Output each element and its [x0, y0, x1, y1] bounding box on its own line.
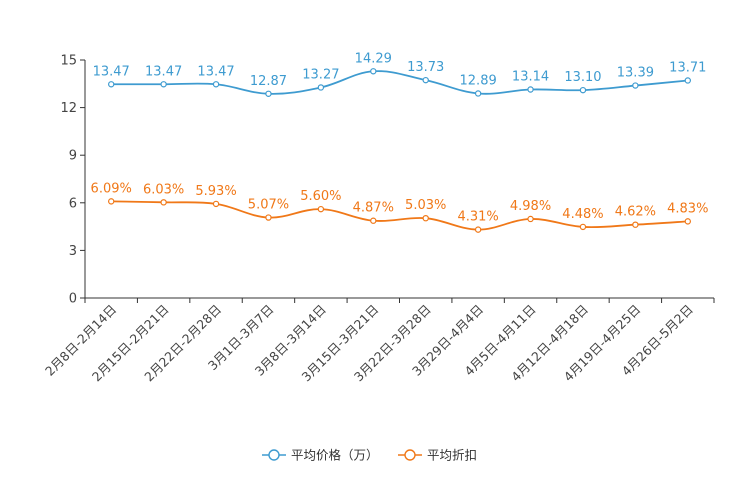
data-point[interactable]	[265, 214, 272, 221]
data-label: 13.14	[512, 70, 549, 85]
legend-marker-icon	[404, 449, 416, 461]
y-tick-label: 15	[60, 54, 77, 69]
data-point[interactable]	[317, 205, 325, 213]
data-point[interactable]	[108, 81, 115, 88]
series-0: 13.47 13.47 13.47 12.87 13.27 14.29 13.73 12.89…	[93, 51, 706, 97]
data-point[interactable]	[317, 84, 325, 91]
y-tick-label: 3	[69, 244, 77, 259]
data-label: 5.03%	[405, 198, 446, 213]
data-label: 4.62%	[615, 205, 656, 220]
legend-marker-icon	[268, 449, 280, 461]
legend-item-1[interactable]: 平均折扣	[398, 448, 477, 463]
data-label: 14.29	[355, 51, 392, 66]
data-point[interactable]	[632, 221, 639, 228]
data-label: 5.93%	[195, 184, 236, 199]
data-label: 13.47	[93, 64, 130, 79]
data-label: 6.03%	[143, 182, 184, 197]
legend-item-0[interactable]: 平均价格（万）	[262, 448, 379, 463]
data-point[interactable]	[527, 86, 534, 93]
data-label: 12.89	[460, 73, 497, 88]
data-label: 4.83%	[667, 201, 708, 216]
data-point[interactable]	[212, 81, 220, 88]
data-point[interactable]	[160, 199, 167, 206]
data-point[interactable]	[579, 223, 587, 231]
y-axis-ticks: 0 3 6 9 12 15	[60, 54, 85, 307]
data-label: 4.98%	[510, 199, 551, 214]
data-point[interactable]	[422, 214, 429, 222]
data-point[interactable]	[370, 68, 377, 75]
y-tick-label: 12	[60, 101, 77, 116]
legend-label: 平均价格（万）	[291, 448, 379, 463]
data-point[interactable]	[212, 200, 220, 208]
data-point[interactable]	[474, 90, 482, 97]
data-label: 4.87%	[353, 201, 394, 216]
axes	[84, 60, 714, 299]
legend[interactable]: 平均价格（万） 平均折扣	[262, 448, 477, 463]
data-label: 5.60%	[300, 189, 341, 204]
data-point[interactable]	[579, 86, 587, 94]
y-tick-label: 6	[69, 196, 77, 211]
data-label: 13.27	[302, 67, 339, 82]
data-label: 13.71	[669, 60, 706, 75]
y-tick-label: 9	[69, 149, 77, 164]
data-label: 13.47	[197, 64, 234, 79]
data-label: 13.47	[145, 64, 182, 79]
data-label: 13.39	[617, 66, 654, 81]
series-line	[111, 200, 688, 231]
data-label: 5.07%	[248, 198, 289, 213]
data-point[interactable]	[370, 217, 377, 224]
data-point[interactable]	[474, 226, 482, 233]
data-point[interactable]	[632, 82, 639, 89]
data-label: 13.10	[564, 70, 601, 85]
data-point[interactable]	[684, 218, 691, 225]
data-label: 4.31%	[457, 210, 498, 225]
data-point[interactable]	[265, 90, 272, 97]
data-label: 6.09%	[91, 181, 132, 196]
y-tick-label: 0	[69, 292, 77, 307]
data-label: 4.48%	[562, 207, 603, 222]
data-label: 13.73	[407, 60, 444, 75]
data-point[interactable]	[160, 81, 167, 88]
data-point[interactable]	[108, 198, 115, 205]
data-label: 12.87	[250, 74, 287, 89]
x-axis-ticks: 2月8日-2月14日2月15日-2月21日2月22日-2月28日3月1日-3月7…	[42, 298, 715, 384]
data-point[interactable]	[527, 215, 534, 223]
series-line	[111, 70, 688, 95]
series-layer: 13.47 13.47 13.47 12.87 13.27 14.29 13.73 12.89…	[91, 51, 708, 233]
legend-label: 平均折扣	[427, 448, 477, 463]
data-point[interactable]	[422, 76, 429, 84]
data-point[interactable]	[684, 77, 691, 84]
series-1: 6.09% 6.03% 5.93% 5.07% 5.60% 4.87% 5.03% 4.31%…	[91, 181, 708, 233]
